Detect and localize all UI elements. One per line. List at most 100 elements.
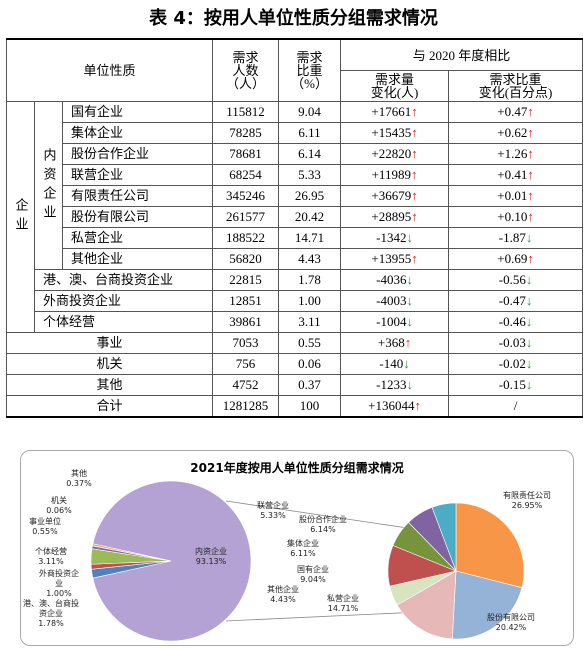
table-cell: 6.11 [278,122,342,144]
table-cell: -0.56↓ [448,269,584,291]
table-row: 事业 7053 0.55 +368↑ -0.03↓ [5,332,584,354]
chart-title: 2021年度按用人单位性质分组需求情况 [190,461,404,475]
table-cell: 3.11 [278,311,342,333]
slice-value: 20.42% [495,623,527,632]
header-cell: 需求比重 变化(百分点) [448,70,584,102]
slice-value: 9.04% [300,575,326,584]
slice-name: 集体企业 [287,539,319,548]
table-cell: -4036↓ [340,269,450,291]
table-cell: 1.00 [278,290,342,312]
header-cell: 需求 人数 （人） [212,38,280,102]
slice-name: 股份有限公司 [487,613,535,622]
slice-name: 外商投资企业 [39,569,79,588]
table-cell: 188522 [212,227,280,249]
table-cell: -1342↓ [340,227,450,249]
pie-slice [396,570,457,640]
header-cell: 需求 比重 （%） [278,38,342,102]
table-cell: +0.47↑ [448,101,584,123]
slice-name: 机关 [51,496,67,505]
data-label: 私营企业 14.71% [318,594,368,614]
table-cell: 14.71 [278,227,342,249]
slice-name: 联营企业 [257,501,289,510]
slice-name: 个体经营 [35,547,67,556]
data-label: 内资企业 93.13% [181,547,241,567]
slice-name: 港、澳、台商投资企业 [23,599,79,618]
table-cell: 26.95 [278,185,342,207]
table-row: 企业 内资企业 国有企业 115812 9.04 +17661↑ +0.47↑ [6,101,584,333]
table-cell: 1281285 [212,395,280,418]
data-label: 国有企业 9.04% [293,565,333,585]
table-cell: +368↑ [340,332,450,354]
table-cell: +13955↑ [340,248,450,270]
slice-name: 事业单位 [29,517,61,526]
table-cell: 78681 [212,143,280,165]
table-cell: 其他 [5,374,214,396]
table-row: 合计 1281285 100 +136044↑ / [5,395,584,418]
table-row: 私营企业 188522 14.71 -1342↓ -1.87↓ [7,227,584,249]
table-cell: 股份合作企业 [61,143,214,165]
slice-value: 4.43% [270,595,296,604]
table-cell: 78285 [212,122,280,144]
table-cell: +36679↑ [340,185,450,207]
table-title: 表 4：按用人单位性质分组需求情况 [149,8,438,29]
pie-slice [431,502,457,572]
table-cell: +0.69↑ [448,248,584,270]
table-cell: +28895↑ [340,206,450,228]
slice-name: 私营企业 [327,594,359,603]
table-cell: +0.41↑ [448,164,584,186]
table-cell: 内资企业 [34,101,63,270]
slice-value: 1.00% [46,589,72,598]
table-row: 外商投资企业 12851 1.00 -4003↓ -0.47↓ [7,290,584,312]
pie-slice [92,480,252,642]
table-cell: 联营企业 [61,164,214,186]
table-cell: 合计 [5,395,214,418]
table-cell: +17661↑ [340,101,450,123]
pie-slice [451,570,523,640]
table-cell: 机关 [5,353,214,375]
data-label: 联营企业 5.33% [253,501,293,521]
table-cell: 有限责任公司 [61,185,214,207]
table-cell: 4.43 [278,248,342,270]
table-row: 机关 756 0.06 -140↓ -0.02↓ [5,353,584,375]
table-cell: 其他企业 [61,248,214,270]
table-row: 集体企业 78285 6.11 +15435↑ +0.62↑ [7,122,584,144]
data-label: 其他 0.37% [64,469,94,489]
table-cell: +0.10↑ [448,206,584,228]
table-cell: 115812 [212,101,280,123]
table-cell: +11989↑ [340,164,450,186]
slice-name: 股份合作企业 [299,515,347,524]
slice-value: 1.78% [38,619,64,628]
data-label: 事业单位 0.55% [23,517,67,537]
chart [90,480,525,642]
table-cell: +136044↑ [340,395,450,418]
table-row: 个体经营 39861 3.11 -1004↓ -0.46↓ [7,311,584,333]
table-cell: / [448,395,584,418]
table-cell: 0.55 [278,332,342,354]
table-row: 其他 4752 0.37 -1233↓ -0.15↓ [5,374,584,396]
slice-value: 14.71% [327,604,359,613]
table-cell: 港、澳、台商投资企业 [33,269,214,291]
table-row: 联营企业 68254 5.33 +11989↑ +0.41↑ [7,164,584,186]
data-label: 港、澳、台商投资企业 1.78% [23,599,79,629]
table-cell: +15435↑ [340,122,450,144]
table-cell: +0.01↑ [448,185,584,207]
table-cell: 261577 [212,206,280,228]
table-cell: 企业 [6,101,35,333]
slice-name: 国有企业 [297,565,329,574]
chart-panel: 2021年度按用人单位性质分组需求情况 内资企业 93.13% 港、澳、台商投资企业… [20,450,574,646]
table-cell: 39861 [212,311,280,333]
table-cell: 个体经营 [33,311,214,333]
table-cell: 100 [278,395,342,418]
data-label: 有限责任公司 26.95% [492,491,562,511]
table-row: 有限责任公司 345246 26.95 +36679↑ +0.01↑ [7,185,584,207]
table-cell: 12851 [212,290,280,312]
table-cell: -0.03↓ [448,332,584,354]
table-cell: 5.33 [278,164,342,186]
table-cell: 0.37 [278,374,342,396]
slice-value: 6.14% [310,525,336,534]
slice-value: 0.37% [66,479,92,488]
data-label: 机关 0.06% [44,496,74,516]
table-row: 股份有限公司 261577 20.42 +28895↑ +0.10↑ [7,206,584,228]
table-cell: 68254 [212,164,280,186]
pie-slice [92,543,172,562]
